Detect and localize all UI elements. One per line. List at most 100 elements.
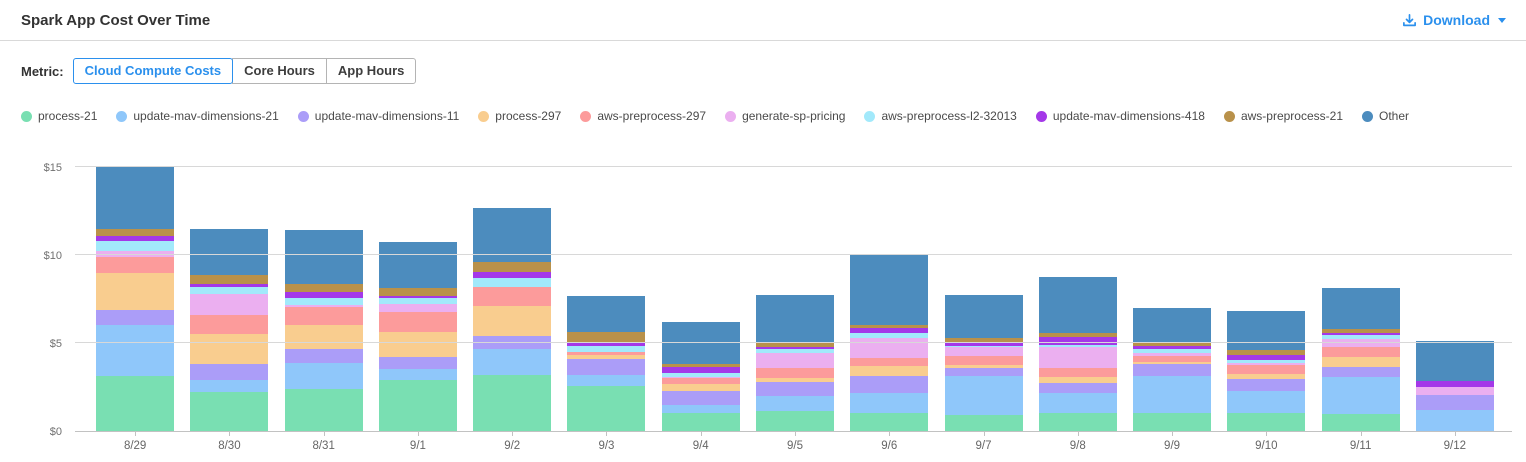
legend-item[interactable]: update-mav-dimensions-418	[1035, 109, 1205, 123]
bar-segment-Other[interactable]	[567, 295, 646, 333]
download-button[interactable]: Download	[1402, 12, 1506, 28]
bar-segment-aws-preprocess-l2-32013[interactable]	[755, 349, 834, 353]
bar-segment-process-297[interactable]	[944, 365, 1023, 368]
bar-segment-process-21[interactable]	[378, 379, 457, 431]
bar-segment-aws-preprocess-21[interactable]	[1227, 350, 1306, 355]
bar-segment-aws-preprocess-297[interactable]	[567, 351, 646, 356]
bar-segment-update-mav-dimensions-418[interactable]	[755, 347, 834, 350]
bar-segment-update-mav-dimensions-21[interactable]	[1321, 377, 1400, 415]
bar-segment-aws-preprocess-21[interactable]	[944, 337, 1023, 344]
bar-segment-aws-preprocess-21[interactable]	[96, 228, 175, 236]
bar-segment-update-mav-dimensions-418[interactable]	[1038, 336, 1117, 345]
stacked-bar[interactable]	[944, 294, 1023, 431]
bar-segment-update-mav-dimensions-21[interactable]	[755, 395, 834, 411]
bar-segment-process-21[interactable]	[944, 415, 1023, 431]
bar-segment-aws-preprocess-297[interactable]	[1321, 346, 1400, 358]
metric-tab-core-hours[interactable]: Core Hours	[232, 58, 327, 84]
bar-segment-update-mav-dimensions-418[interactable]	[284, 292, 363, 299]
bar-segment-aws-preprocess-297[interactable]	[1133, 356, 1212, 362]
bar-segment-aws-preprocess-l2-32013[interactable]	[1133, 349, 1212, 353]
bar-segment-update-mav-dimensions-11[interactable]	[850, 376, 929, 394]
bar-segment-Other[interactable]	[661, 321, 740, 365]
bar-segment-update-mav-dimensions-418[interactable]	[661, 366, 740, 373]
bar-segment-aws-preprocess-l2-32013[interactable]	[284, 298, 363, 306]
bar-segment-process-21[interactable]	[473, 374, 552, 431]
bar-segment-aws-preprocess-297[interactable]	[190, 314, 269, 335]
legend-item[interactable]: aws-preprocess-l2-32013	[864, 109, 1017, 123]
bar-segment-update-mav-dimensions-21[interactable]	[190, 379, 269, 393]
metric-tab-cloud-compute-costs[interactable]: Cloud Compute Costs	[72, 58, 234, 84]
bar-segment-update-mav-dimensions-418[interactable]	[1227, 354, 1306, 360]
bar-segment-generate-sp-pricing[interactable]	[755, 352, 834, 368]
bar-segment-Other[interactable]	[1038, 277, 1117, 334]
bar-segment-update-mav-dimensions-11[interactable]	[190, 364, 269, 380]
bar-segment-aws-preprocess-297[interactable]	[755, 367, 834, 379]
bar-segment-aws-preprocess-297[interactable]	[1038, 367, 1117, 378]
bar-segment-Other[interactable]	[755, 294, 834, 344]
legend-item[interactable]: process-21	[21, 109, 97, 123]
bar-segment-process-297[interactable]	[473, 306, 552, 336]
bar-segment-aws-preprocess-l2-32013[interactable]	[567, 345, 646, 352]
bar-segment-process-21[interactable]	[1038, 413, 1117, 431]
bar-segment-process-297[interactable]	[755, 378, 834, 382]
bar-segment-process-21[interactable]	[755, 410, 834, 431]
legend-item[interactable]: update-mav-dimensions-11	[297, 109, 459, 123]
bar-segment-generate-sp-pricing[interactable]	[1415, 387, 1494, 395]
bar-segment-Other[interactable]	[473, 207, 552, 263]
stacked-bar[interactable]	[284, 230, 363, 431]
bar-segment-update-mav-dimensions-418[interactable]	[1321, 332, 1400, 336]
bar-segment-process-297[interactable]	[1038, 377, 1117, 383]
bar-segment-aws-preprocess-21[interactable]	[661, 364, 740, 367]
bar-segment-generate-sp-pricing[interactable]	[661, 376, 740, 379]
bar-segment-aws-preprocess-297[interactable]	[378, 312, 457, 332]
bar-segment-update-mav-dimensions-21[interactable]	[1415, 409, 1494, 431]
bar-segment-update-mav-dimensions-21[interactable]	[473, 349, 552, 375]
legend-item[interactable]: generate-sp-pricing	[725, 109, 845, 123]
bar-segment-aws-preprocess-l2-32013[interactable]	[661, 372, 740, 377]
bar-segment-update-mav-dimensions-418[interactable]	[1415, 380, 1494, 388]
bar-segment-update-mav-dimensions-11[interactable]	[1133, 364, 1212, 377]
bar-segment-process-297[interactable]	[661, 383, 740, 392]
bar-segment-aws-preprocess-l2-32013[interactable]	[944, 345, 1023, 348]
bar-segment-aws-preprocess-l2-32013[interactable]	[190, 286, 269, 294]
bar-segment-process-297[interactable]	[378, 331, 457, 358]
bar-segment-process-297[interactable]	[1321, 357, 1400, 367]
bar-segment-Other[interactable]	[1227, 310, 1306, 351]
bar-segment-process-21[interactable]	[567, 386, 646, 431]
bar-segment-process-21[interactable]	[190, 392, 269, 431]
bar-segment-update-mav-dimensions-21[interactable]	[284, 363, 363, 389]
bar-segment-process-297[interactable]	[567, 355, 646, 359]
bar-segment-generate-sp-pricing[interactable]	[1038, 346, 1117, 368]
legend-item[interactable]: Other	[1362, 109, 1409, 123]
bar-segment-aws-preprocess-21[interactable]	[1133, 342, 1212, 346]
bar-segment-Other[interactable]	[190, 228, 269, 276]
bar-segment-process-21[interactable]	[1227, 412, 1306, 431]
bar-segment-Other[interactable]	[944, 294, 1023, 338]
bar-segment-aws-preprocess-l2-32013[interactable]	[378, 298, 457, 305]
bar-segment-update-mav-dimensions-11[interactable]	[661, 391, 740, 405]
bar-segment-update-mav-dimensions-21[interactable]	[1133, 376, 1212, 413]
stacked-bar[interactable]	[755, 294, 834, 431]
bar-segment-aws-preprocess-297[interactable]	[284, 306, 363, 326]
bar-segment-generate-sp-pricing[interactable]	[96, 250, 175, 257]
stacked-bar[interactable]	[567, 295, 646, 431]
bar-segment-update-mav-dimensions-21[interactable]	[378, 369, 457, 380]
bar-segment-update-mav-dimensions-418[interactable]	[1133, 345, 1212, 350]
bar-segment-process-21[interactable]	[96, 375, 175, 431]
bar-segment-aws-preprocess-l2-32013[interactable]	[473, 277, 552, 287]
bar-segment-process-21[interactable]	[1133, 412, 1212, 431]
bar-segment-update-mav-dimensions-11[interactable]	[378, 357, 457, 370]
bar-segment-update-mav-dimensions-11[interactable]	[1415, 394, 1494, 410]
bar-segment-aws-preprocess-l2-32013[interactable]	[1321, 335, 1400, 339]
bar-segment-Other[interactable]	[1133, 307, 1212, 343]
bar-segment-process-297[interactable]	[190, 334, 269, 365]
bar-segment-generate-sp-pricing[interactable]	[850, 337, 929, 358]
bar-segment-aws-preprocess-l2-32013[interactable]	[96, 240, 175, 251]
bar-segment-process-21[interactable]	[850, 412, 929, 431]
legend-item[interactable]: process-297	[478, 109, 561, 123]
bar-segment-aws-preprocess-297[interactable]	[96, 256, 175, 273]
bar-segment-aws-preprocess-21[interactable]	[850, 324, 929, 329]
bar-segment-Other[interactable]	[1415, 341, 1494, 381]
stacked-bar[interactable]	[850, 255, 929, 431]
bar-segment-aws-preprocess-297[interactable]	[1227, 365, 1306, 374]
